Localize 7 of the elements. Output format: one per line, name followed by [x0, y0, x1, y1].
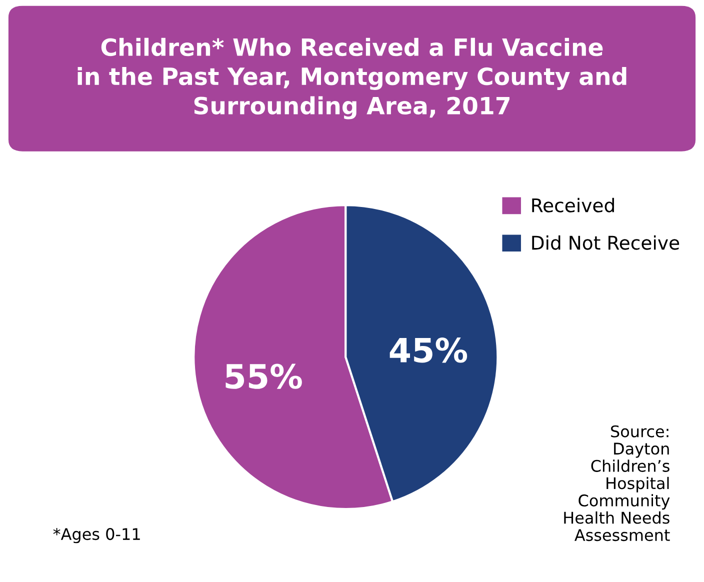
data-label: 45% — [390, 338, 468, 363]
source-note: Source: Dayton Children’s Hospital Community Health Needs Assessment — [564, 425, 670, 542]
chart-title: Children* Who Received a Flu Vaccine in the Past Year, Montgomery County and Surrounding Area, 2017 — [78, 38, 626, 120]
data-label: 55% — [226, 364, 302, 389]
legend-label: Did Not Receive — [532, 235, 680, 250]
text: *Ages 0-11 — [53, 528, 140, 544]
legend-label: Received — [532, 198, 614, 212]
